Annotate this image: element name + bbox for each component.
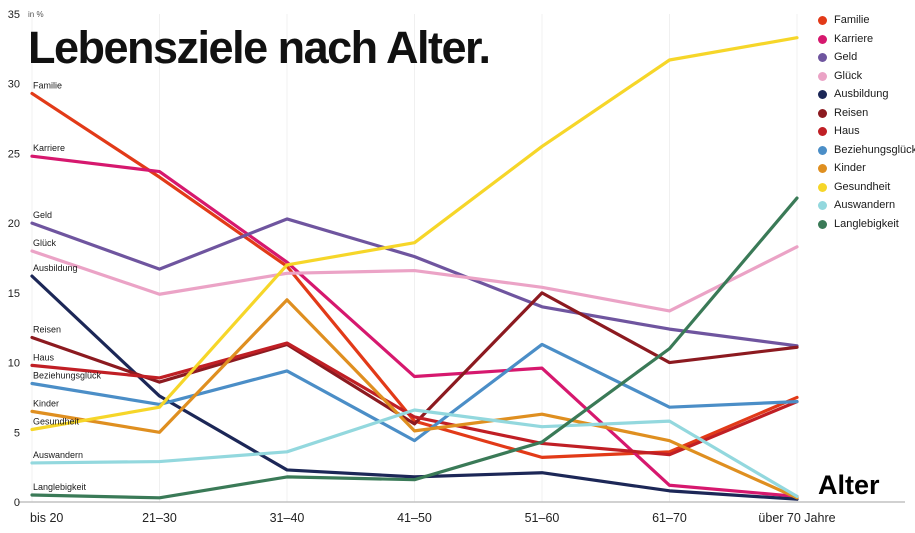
legend-item-karriere: Karriere (818, 32, 915, 45)
series-start-label: Kinder (33, 398, 59, 408)
legend-label: Reisen (834, 106, 869, 119)
y-tick-label: 35 (8, 9, 20, 21)
y-tick-label: 20 (8, 218, 20, 230)
legend-dot (818, 145, 827, 155)
legend-item-ausbildung: Ausbildung (818, 89, 915, 100)
series-line-haus (30, 341, 799, 457)
x-tick-label: 21–30 (142, 511, 177, 525)
x-tick-label: 61–70 (652, 511, 687, 525)
legend-label: Gesundheit (834, 180, 891, 193)
series-start-label: Haus (33, 352, 55, 362)
legend-dot (818, 34, 827, 44)
legend-item-reisen: Reisen (818, 106, 915, 119)
legend-label: Glück (834, 69, 863, 82)
series-start-label: Langlebigkeit (33, 482, 87, 492)
legend-item-kinder: Kinder (818, 163, 915, 174)
x-tick-label: 51–60 (525, 511, 560, 525)
x-tick-label: bis 20 (30, 511, 63, 525)
y-tick-label: 10 (8, 358, 20, 370)
y-tick-label: 25 (8, 148, 20, 160)
series-line-langlebigkeit (30, 196, 799, 500)
legend-item-glück: Glück (818, 69, 915, 82)
series-line-glück (30, 245, 799, 313)
legend-dot (818, 90, 827, 99)
legend-label: Beziehungsglück (834, 143, 915, 156)
series-start-label: Gesundheit (33, 416, 80, 426)
legend-label: Ausbildung (834, 88, 889, 100)
series-line-kinder (30, 298, 799, 500)
legend-item-geld: Geld (818, 52, 915, 63)
legend-item-haus: Haus (818, 126, 915, 137)
chart-title: Lebensziele nach Alter. (28, 22, 491, 73)
legend-label: Familie (834, 14, 870, 26)
y-tick-label: 30 (8, 79, 20, 91)
series-line-karriere (30, 154, 799, 499)
y-tick-label: 5 (14, 427, 20, 439)
series-start-label: Familie (33, 80, 62, 90)
y-unit-label: in % (28, 10, 44, 19)
series-start-label: Reisen (33, 324, 61, 334)
y-tick-label: 15 (8, 288, 20, 300)
legend-label: Geld (834, 51, 858, 63)
x-tick-label: 41–50 (397, 511, 432, 525)
legend-dot (818, 71, 827, 81)
series-line-familie (30, 91, 799, 459)
legend-dot (818, 219, 827, 229)
series-line-beziehungsglück (30, 342, 799, 443)
legend-label: Langlebigkeit (834, 217, 899, 230)
legend-label: Auswandern (834, 199, 896, 211)
series-line-auswandern (30, 408, 799, 499)
legend-item-langlebigkeit: Langlebigkeit (818, 217, 915, 230)
legend-dot (818, 108, 827, 118)
x-tick-label: 31–40 (270, 511, 305, 525)
legend-item-familie: Familie (818, 15, 915, 26)
legend-item-auswandern: Auswandern (818, 200, 915, 211)
legend-label: Karriere (834, 32, 874, 45)
legend-item-gesundheit: Gesundheit (818, 180, 915, 193)
legend: Familie Karriere Geld Glück Ausbildung Reisen… (818, 15, 915, 230)
legend-dot (818, 53, 827, 62)
series-start-label: Ausbildung (33, 263, 78, 273)
legend-dot (818, 16, 827, 25)
series-start-label: Karriere (33, 143, 65, 153)
series-line-ausbildung (30, 274, 799, 501)
legend-item-beziehungsglück: Beziehungsglück (818, 143, 915, 156)
legend-label: Kinder (834, 162, 866, 174)
legend-dot (818, 201, 827, 210)
series-start-label: Beziehungsglück (33, 370, 102, 380)
series-start-label: Auswandern (33, 450, 83, 460)
series-start-label: Glück (33, 238, 57, 248)
series-line-reisen (30, 291, 799, 426)
legend-dot (818, 127, 827, 136)
legend-label: Haus (834, 125, 860, 137)
x-axis-label: Alter (818, 470, 880, 500)
series-line-geld (30, 217, 799, 348)
legend-dot (818, 182, 827, 192)
x-tick-label: über 70 Jahre (758, 511, 835, 525)
series-line-gesundheit (30, 36, 799, 432)
y-tick-label: 0 (14, 497, 20, 509)
series-start-label: Geld (33, 210, 52, 220)
legend-dot (818, 164, 827, 173)
